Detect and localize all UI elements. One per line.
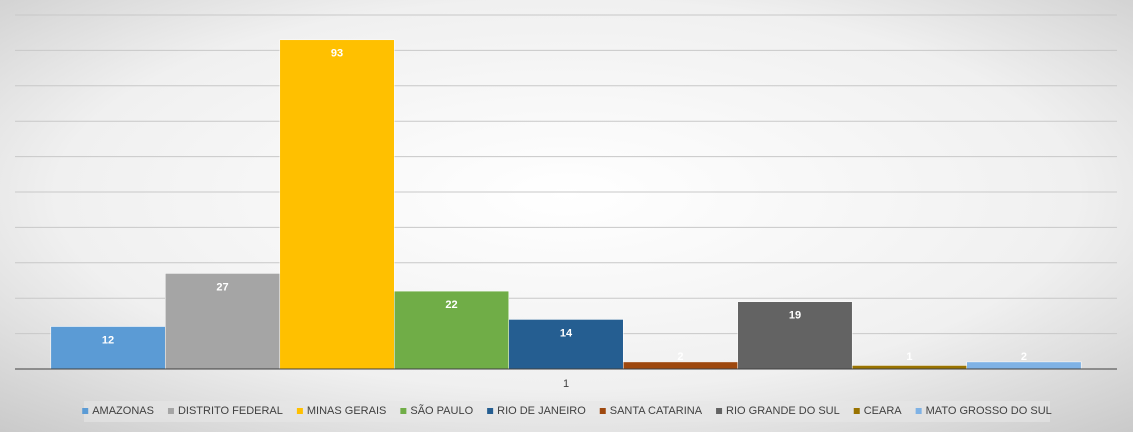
data-label: 2	[1021, 351, 1027, 363]
data-label: 27	[216, 281, 228, 293]
bar	[851, 365, 967, 370]
data-label: 2	[677, 351, 683, 363]
bar	[165, 273, 281, 370]
bar	[279, 39, 395, 370]
bar	[966, 361, 1082, 370]
legend-swatch	[296, 408, 303, 414]
legend-swatch	[82, 408, 89, 414]
legend-swatch	[400, 408, 407, 414]
legend-label: AMAZONAS	[92, 405, 154, 417]
data-label: 93	[331, 48, 343, 60]
legend-label: SANTA CATARINA	[610, 405, 703, 417]
legend-label: SÃO PAULO	[410, 404, 473, 417]
legend-box	[84, 401, 1050, 422]
x-tick-label: 1	[563, 378, 569, 390]
data-label: 1	[906, 351, 912, 363]
legend-swatch	[853, 408, 860, 414]
data-label: 14	[560, 327, 573, 339]
legend-swatch	[599, 408, 606, 414]
legend-label: RIO DE JANEIRO	[497, 405, 586, 417]
data-label: 22	[445, 299, 457, 311]
legend-label: DISTRITO FEDERAL	[178, 405, 283, 417]
data-label: 19	[789, 310, 801, 322]
legend-swatch	[167, 408, 174, 414]
bar	[508, 319, 624, 370]
legend-swatch	[487, 408, 494, 414]
bar	[737, 301, 853, 370]
bar	[50, 326, 166, 370]
data-label: 12	[102, 334, 114, 346]
bar	[394, 290, 510, 370]
bar	[622, 361, 738, 370]
legend-label: MATO GROSSO DO SUL	[926, 405, 1052, 417]
legend-label: CEARA	[864, 405, 903, 417]
legend-label: MINAS GERAIS	[307, 405, 386, 417]
legend-swatch	[915, 408, 922, 414]
legend-label: RIO GRANDE DO SUL	[726, 405, 840, 417]
legend-swatch	[716, 408, 723, 414]
